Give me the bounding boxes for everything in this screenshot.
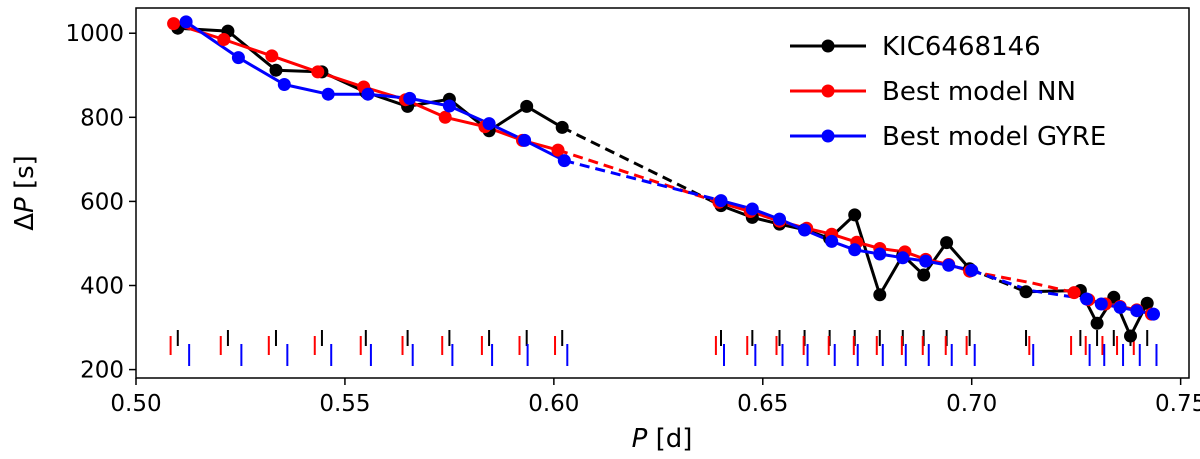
series-line: [969, 269, 1075, 295]
series-line: [185, 20, 565, 162]
data-point: [1067, 286, 1081, 300]
data-point: [557, 154, 571, 168]
legend-label: Best model NN: [882, 77, 1076, 107]
data-point: [555, 120, 569, 134]
data-point: [942, 258, 956, 272]
series-line: [563, 159, 722, 203]
data-point: [965, 263, 979, 277]
x-tick-label: 0.55: [319, 391, 370, 417]
data-point: [745, 202, 759, 216]
data-point: [917, 268, 931, 282]
x-tick-label: 0.65: [737, 391, 788, 417]
data-point: [919, 254, 933, 268]
legend-swatch-marker: [821, 39, 835, 53]
y-tick-label: 600: [80, 189, 124, 215]
data-point: [551, 143, 565, 157]
series-line: [557, 148, 720, 204]
data-point: [269, 63, 283, 77]
x-tick-label: 0.70: [946, 391, 997, 417]
data-point: [1113, 300, 1127, 314]
data-point: [714, 194, 728, 208]
y-tick-label: 200: [80, 358, 124, 384]
data-point: [896, 251, 910, 265]
data-point: [848, 243, 862, 257]
data-point: [265, 49, 279, 63]
x-tick-label: 0.60: [528, 391, 579, 417]
x-axis-label: P [d]: [632, 424, 693, 454]
series-line: [173, 22, 559, 152]
data-point: [520, 99, 534, 113]
data-point: [1147, 307, 1160, 321]
legend-swatch-marker: [821, 129, 835, 143]
data-point: [1080, 292, 1094, 306]
series-line: [971, 268, 1087, 301]
data-point: [1140, 296, 1154, 310]
x-tick-label: 0.50: [110, 391, 161, 417]
data-point: [873, 247, 887, 261]
data-point: [848, 208, 862, 222]
data-point: [217, 33, 231, 46]
data-point: [873, 288, 887, 302]
legend-label: KIC6468146: [882, 32, 1041, 62]
y-tick-label: 400: [80, 274, 124, 300]
y-axis-label: ΔP [s]: [10, 155, 40, 231]
data-point: [825, 234, 839, 248]
data-point: [311, 65, 325, 79]
data-point: [442, 99, 456, 113]
data-point: [1019, 285, 1033, 299]
data-point: [940, 236, 954, 250]
x-tick-label: 0.75: [1155, 391, 1200, 417]
data-point: [361, 87, 375, 101]
data-point: [438, 110, 452, 124]
data-point: [403, 91, 417, 105]
period-markers: [169, 330, 1158, 366]
data-point: [277, 78, 291, 91]
legend-label: Best model GYRE: [882, 122, 1106, 152]
data-point: [1130, 304, 1144, 318]
data-point: [518, 133, 532, 147]
data-point: [1094, 297, 1108, 311]
series-points: [167, 15, 1160, 343]
axes: 0.50 0.55 0.60 0.65 0.70 0.75 200 400 600 800 1000: [65, 21, 1200, 417]
y-tick-label: 800: [80, 105, 124, 131]
legend: KIC6468146 Best model NN Best model GYRE: [790, 32, 1106, 152]
data-point: [1090, 316, 1104, 330]
data-point: [798, 223, 812, 237]
data-point: [231, 51, 245, 65]
data-point: [321, 87, 335, 101]
legend-swatch-marker: [821, 84, 835, 98]
data-point: [1124, 329, 1137, 343]
plot-frame: [135, 7, 1190, 379]
series-line: [969, 267, 1027, 294]
data-point: [179, 15, 193, 29]
data-point: [167, 17, 181, 31]
data-point: [482, 117, 496, 131]
y-tick-label: 1000: [65, 21, 124, 47]
data-point: [773, 212, 786, 226]
